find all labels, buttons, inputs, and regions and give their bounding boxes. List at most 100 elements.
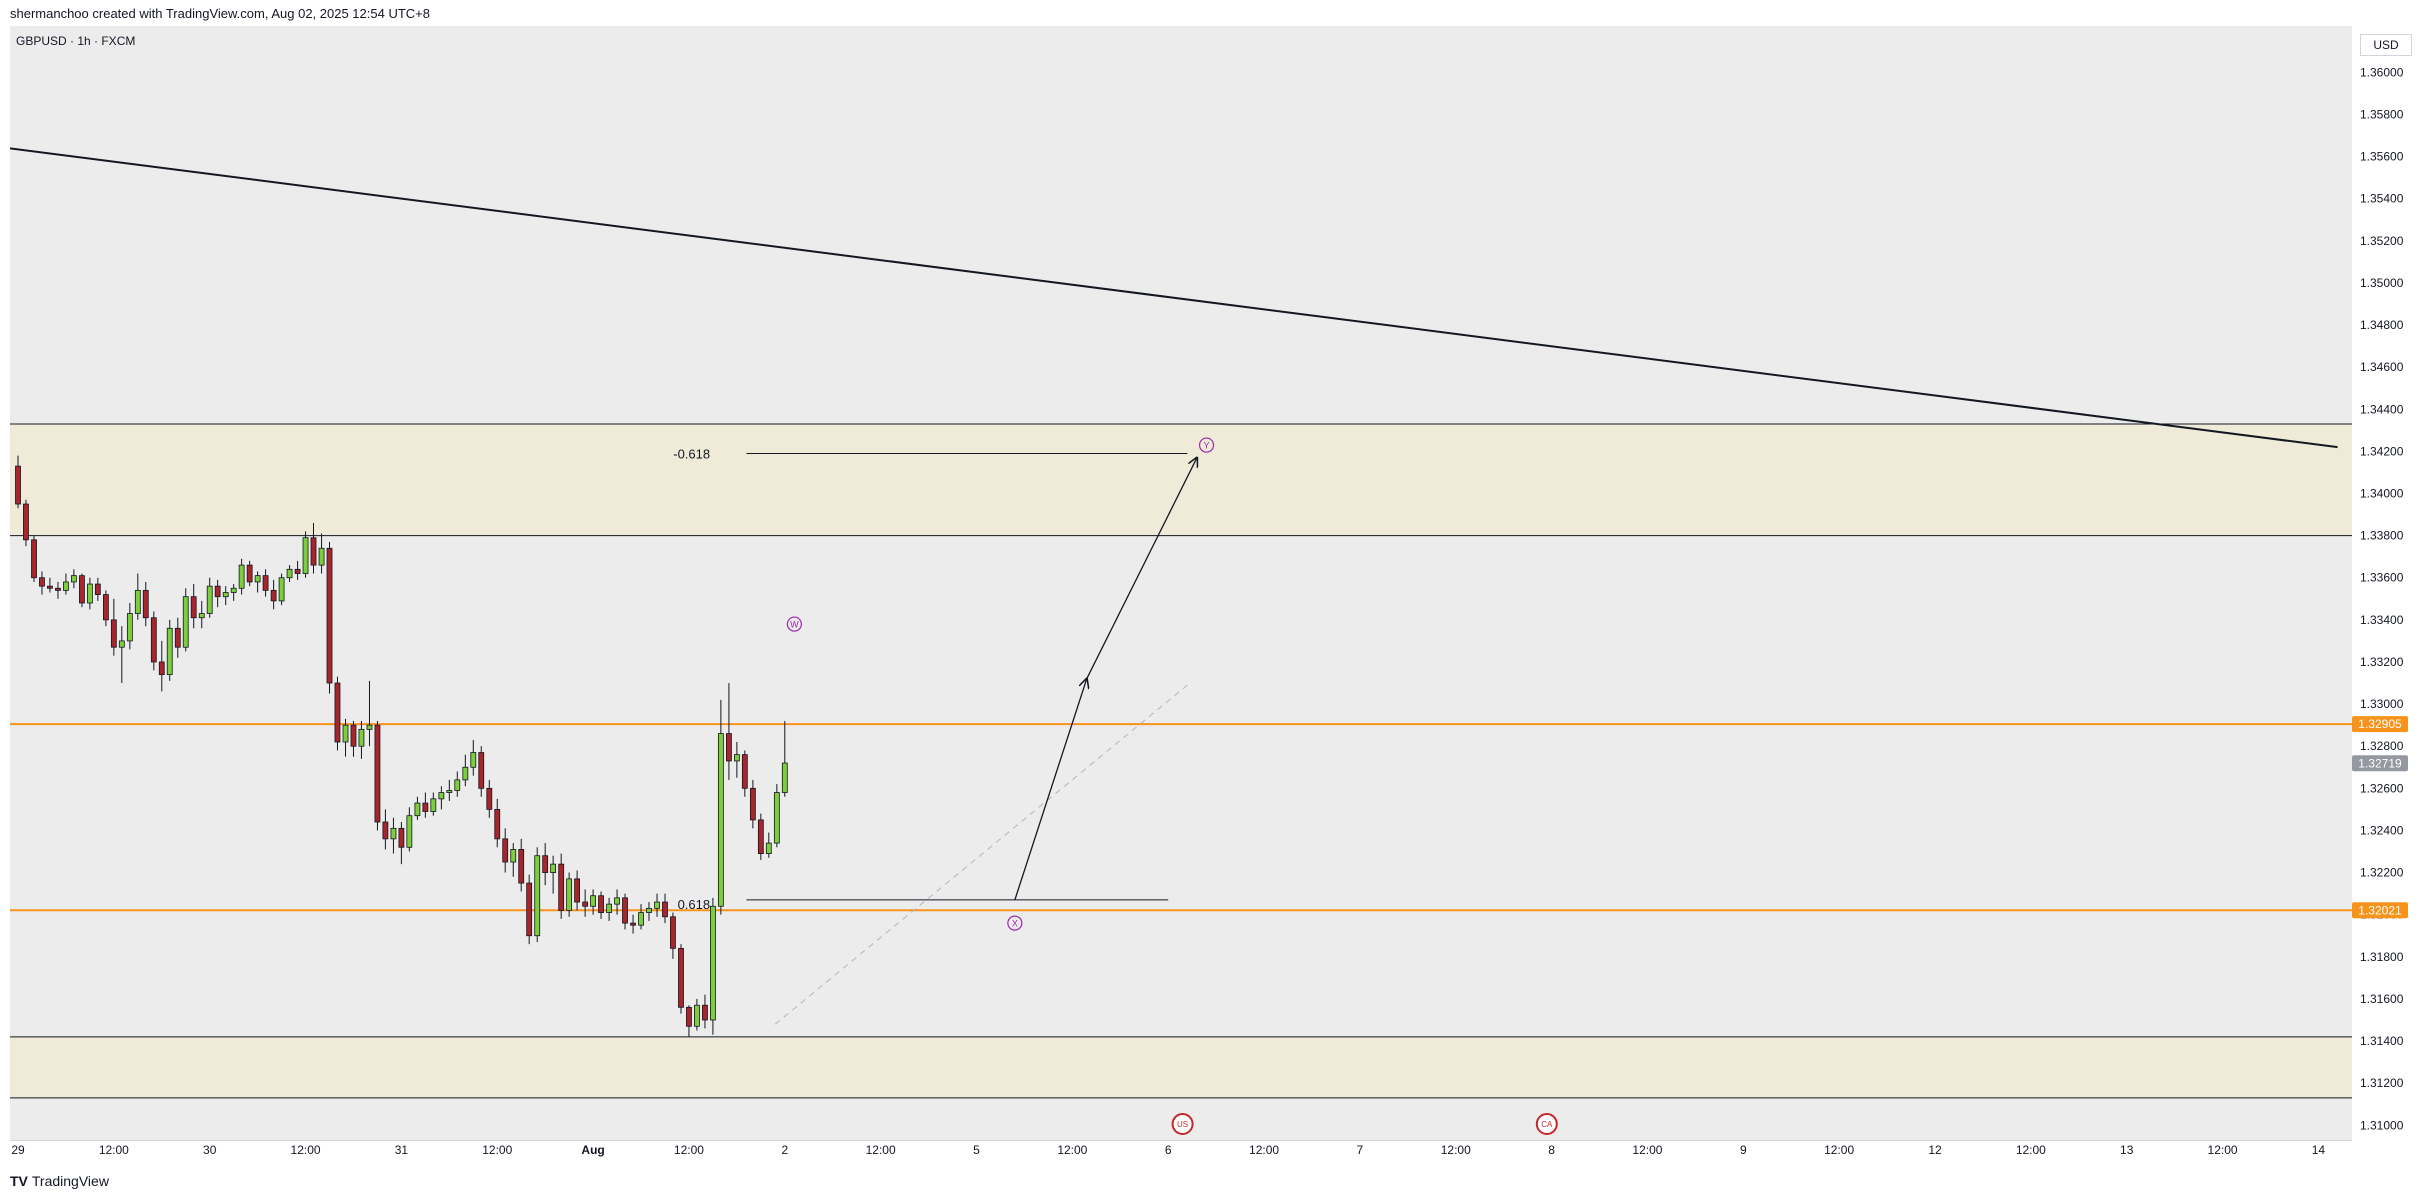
candle [510, 843, 517, 877]
candle-body [270, 589, 277, 602]
candle-body [686, 1006, 692, 1027]
candle-body [118, 640, 125, 648]
candle [654, 893, 660, 917]
candle [86, 577, 93, 610]
candle [55, 581, 61, 599]
price-tick-label: 1.34800 [2360, 318, 2404, 332]
candle [150, 611, 157, 671]
candle-body [438, 792, 445, 800]
time-tick-label: 6 [1165, 1143, 1172, 1157]
candle-body [342, 724, 349, 743]
candle [694, 998, 700, 1031]
price-axis[interactable]: 1.36000 1.35800 1.35600 1.35400 1.35200 1.350… [2352, 26, 2424, 1140]
time-axis[interactable]: 29 12:00 30 12:00 31 12:00 Aug 12:00 2 12:00 5 12:0… [0, 1140, 2424, 1200]
candle-body [478, 752, 485, 789]
candle-body [422, 802, 429, 812]
candle-body [134, 589, 141, 614]
price-tick-label: 1.33000 [2360, 697, 2404, 711]
chart-canvas[interactable]: -0.618 0.618 W X Y US CA [10, 26, 2352, 1140]
candle-body [302, 537, 309, 574]
candle [670, 912, 676, 959]
candle [454, 771, 461, 797]
candle [638, 904, 644, 930]
candle [118, 626, 125, 684]
time-tick-label: 12:00 [1824, 1143, 1854, 1157]
candle [31, 535, 37, 582]
price-axis-canvas[interactable]: 1.36000 1.35800 1.35600 1.35400 1.35200 1.350… [2352, 26, 2424, 1140]
price-tick-label: 1.32200 [2360, 866, 2404, 880]
wave-label-circle [1007, 915, 1023, 931]
candle-body [590, 895, 596, 907]
candle [286, 565, 293, 582]
time-tick-label: 30 [203, 1143, 217, 1157]
candle-body [781, 762, 788, 793]
candle [462, 754, 469, 787]
time-tick-label: 31 [395, 1143, 409, 1157]
candle [726, 683, 732, 780]
candle-body [694, 1004, 700, 1027]
candle-body [614, 897, 620, 905]
candle [518, 838, 525, 892]
candle-body [542, 855, 549, 873]
candle [342, 718, 349, 757]
price-badge [2352, 755, 2408, 772]
candle-body [749, 787, 756, 821]
candle-body [534, 855, 541, 937]
time-axis-canvas[interactable]: 29 12:00 30 12:00 31 12:00 Aug 12:00 2 12:00 5 12:0… [0, 1140, 2424, 1172]
candle-body [294, 568, 301, 574]
candle-body [222, 592, 229, 598]
price-tick-label: 1.33400 [2360, 613, 2404, 627]
candle [486, 779, 493, 818]
candle [262, 569, 269, 597]
candle-body [278, 577, 285, 602]
candle [182, 588, 189, 652]
price-tick-label: 1.34400 [2360, 402, 2404, 416]
candle-body [638, 912, 644, 926]
candle [254, 571, 261, 593]
candle-body [765, 842, 772, 855]
price-tick-label: 1.33200 [2360, 655, 2404, 669]
time-tick-label: 12:00 [674, 1143, 704, 1157]
price-tick-label: 1.32600 [2360, 781, 2404, 795]
candle-body [598, 895, 604, 913]
economic-event-label: US [1177, 1120, 1188, 1129]
candle [302, 531, 309, 578]
candle-body [262, 575, 269, 591]
candle [702, 994, 708, 1029]
candle [558, 853, 565, 919]
candle [717, 699, 724, 915]
candle [70, 569, 77, 589]
candle-body [94, 583, 101, 595]
candle-body [518, 848, 525, 884]
chart-plot-area[interactable]: -0.618 0.618 W X Y US CA [10, 26, 2352, 1140]
symbol-legend[interactable]: GBPUSD · 1h · FXCM [16, 34, 136, 48]
candle-body [126, 613, 133, 642]
time-tick-label: Aug [581, 1143, 604, 1157]
candle-body [454, 779, 461, 791]
candle [350, 720, 357, 757]
candle-body [86, 583, 93, 604]
time-tick-label: 12:00 [291, 1143, 321, 1157]
candle-body [462, 766, 469, 781]
time-tick-label: 2 [781, 1143, 788, 1157]
candle-body [39, 577, 45, 587]
dashed-projection-line [774, 684, 1188, 1025]
currency-button[interactable]: USD [2360, 34, 2412, 56]
economic-event-icon [1535, 1113, 1558, 1135]
candle-body [502, 838, 509, 863]
candle [478, 746, 485, 797]
fib-label: 0.618 [678, 897, 711, 912]
economic-event-icon [1171, 1113, 1194, 1135]
candle [757, 813, 764, 860]
candle [326, 541, 333, 694]
candle-body [358, 728, 365, 747]
candle [334, 676, 341, 751]
candle-body [23, 503, 29, 541]
candle-body [142, 589, 149, 619]
candle-body [206, 585, 213, 614]
candle-body [390, 827, 397, 840]
candle [318, 533, 325, 574]
price-tick-label: 1.35400 [2360, 192, 2404, 206]
tradingview-brand[interactable]: TV TradingView [10, 1173, 109, 1189]
candle [678, 944, 684, 1014]
